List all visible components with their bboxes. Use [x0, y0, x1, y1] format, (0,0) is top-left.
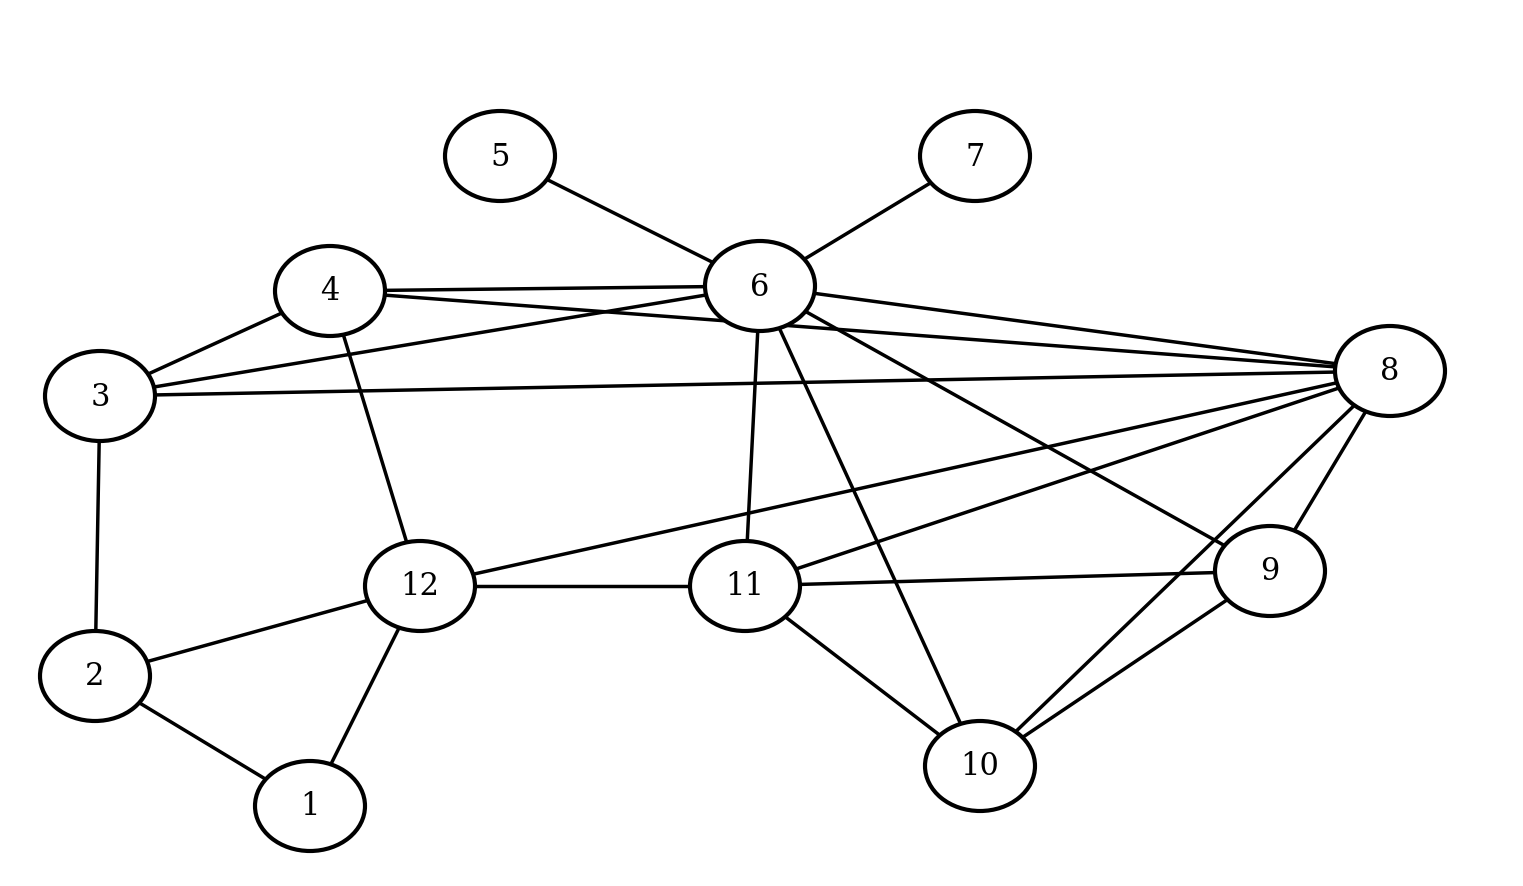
Text: 6: 6 — [751, 271, 769, 302]
Text: 5: 5 — [490, 142, 510, 172]
Ellipse shape — [445, 112, 554, 202]
Ellipse shape — [46, 352, 155, 441]
Ellipse shape — [40, 632, 149, 721]
Ellipse shape — [1215, 526, 1325, 617]
Ellipse shape — [920, 112, 1030, 202]
Text: 12: 12 — [401, 571, 440, 602]
Text: 8: 8 — [1380, 356, 1400, 387]
Text: 2: 2 — [85, 661, 105, 692]
Ellipse shape — [1336, 327, 1445, 416]
Ellipse shape — [254, 761, 366, 851]
Text: 7: 7 — [966, 142, 985, 172]
Ellipse shape — [705, 242, 815, 331]
Ellipse shape — [276, 246, 385, 337]
Text: 11: 11 — [725, 571, 765, 602]
Ellipse shape — [924, 721, 1036, 811]
Text: 10: 10 — [961, 750, 999, 781]
Ellipse shape — [690, 541, 800, 632]
Text: 9: 9 — [1261, 556, 1279, 587]
Ellipse shape — [366, 541, 475, 632]
Text: 4: 4 — [320, 276, 340, 307]
Text: 3: 3 — [90, 381, 110, 412]
Text: 1: 1 — [300, 790, 320, 821]
